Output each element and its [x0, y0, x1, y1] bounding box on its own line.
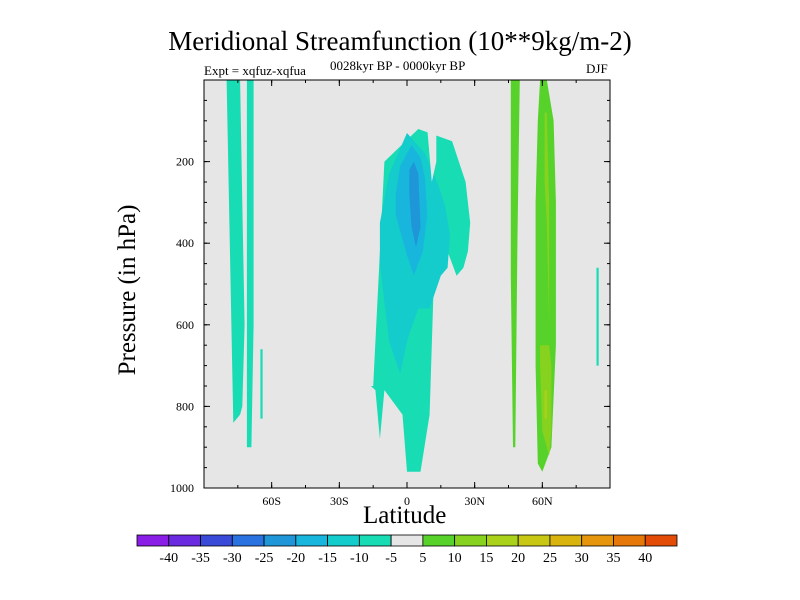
contour-region-9: [510, 80, 520, 448]
contour-region-14: [596, 267, 599, 366]
colorbar-swatch: [327, 534, 360, 547]
colorbar-label: -40: [159, 551, 178, 566]
y-tick-label: 200: [176, 155, 194, 169]
colorbar-label: -10: [350, 551, 369, 566]
x-tick-label: 60S: [262, 494, 281, 508]
colorbar-swatch: [136, 534, 170, 547]
colorbar-swatch: [295, 534, 328, 547]
colorbar-swatch: [517, 534, 551, 547]
colorbar-label: 15: [479, 551, 493, 566]
colorbar-swatch: [549, 534, 583, 547]
colorbar-label: 5: [419, 551, 426, 566]
colorbar-swatch: [263, 534, 297, 547]
colorbar-label: -15: [318, 551, 337, 566]
contour-region-13: [544, 390, 547, 419]
contour-region-0: [226, 80, 245, 423]
x-tick-label: 30S: [330, 494, 349, 508]
colorbar-label: 30: [575, 551, 589, 566]
colorbar-label: -5: [385, 551, 397, 566]
season-label: DJF: [586, 61, 608, 76]
y-tick-label: 400: [176, 236, 194, 250]
contour-region-7: [427, 80, 437, 182]
x-tick-label: 30N: [464, 494, 485, 508]
experiment-label: Expt = xqfuz-xqfua: [204, 63, 306, 78]
chart-title: Meridional Streamfunction (10**9kg/m-2): [168, 26, 632, 56]
contour-region-6: [409, 161, 421, 248]
y-tick-label: 800: [176, 399, 194, 413]
colorbar-swatch: [390, 534, 424, 547]
y-tick-label: 600: [176, 318, 194, 332]
colorbar-swatch: [231, 534, 265, 547]
x-tick-label: 60N: [532, 494, 553, 508]
colorbar-label: 25: [543, 551, 557, 566]
colorbar-label: -25: [255, 551, 274, 566]
colorbar-swatch: [358, 534, 392, 547]
colorbar-label: 20: [511, 551, 525, 566]
colorbar-label: 35: [606, 551, 620, 566]
colorbar-swatch: [613, 534, 646, 547]
contour-region-2: [260, 349, 263, 419]
colorbar-swatch: [581, 534, 614, 547]
chart-subtitle: 0028kyr BP - 0000kyr BP: [330, 58, 466, 73]
x-tick-label: 0: [404, 494, 410, 508]
colorbar-swatch: [422, 534, 456, 547]
colorbar-label: -35: [191, 551, 210, 566]
colorbar-swatch: [454, 534, 487, 547]
colorbar-swatch: [486, 534, 519, 547]
y-axis-label: Pressure (in hPa): [114, 204, 141, 376]
y-tick-label: 1000: [170, 481, 194, 495]
colorbar-swatch: [200, 534, 233, 547]
colorbar-label: -20: [286, 551, 305, 566]
contour-region-8: [472, 80, 477, 166]
colorbar-swatch: [168, 534, 201, 547]
colorbar-swatch: [644, 534, 678, 547]
colorbar-label: 40: [638, 551, 652, 566]
x-axis-label: Latitude: [363, 502, 447, 529]
contour-region-11: [544, 112, 550, 325]
colorbar-label: -30: [223, 551, 242, 566]
contour-region-1: [246, 80, 254, 448]
colorbar-label: 10: [448, 551, 462, 566]
